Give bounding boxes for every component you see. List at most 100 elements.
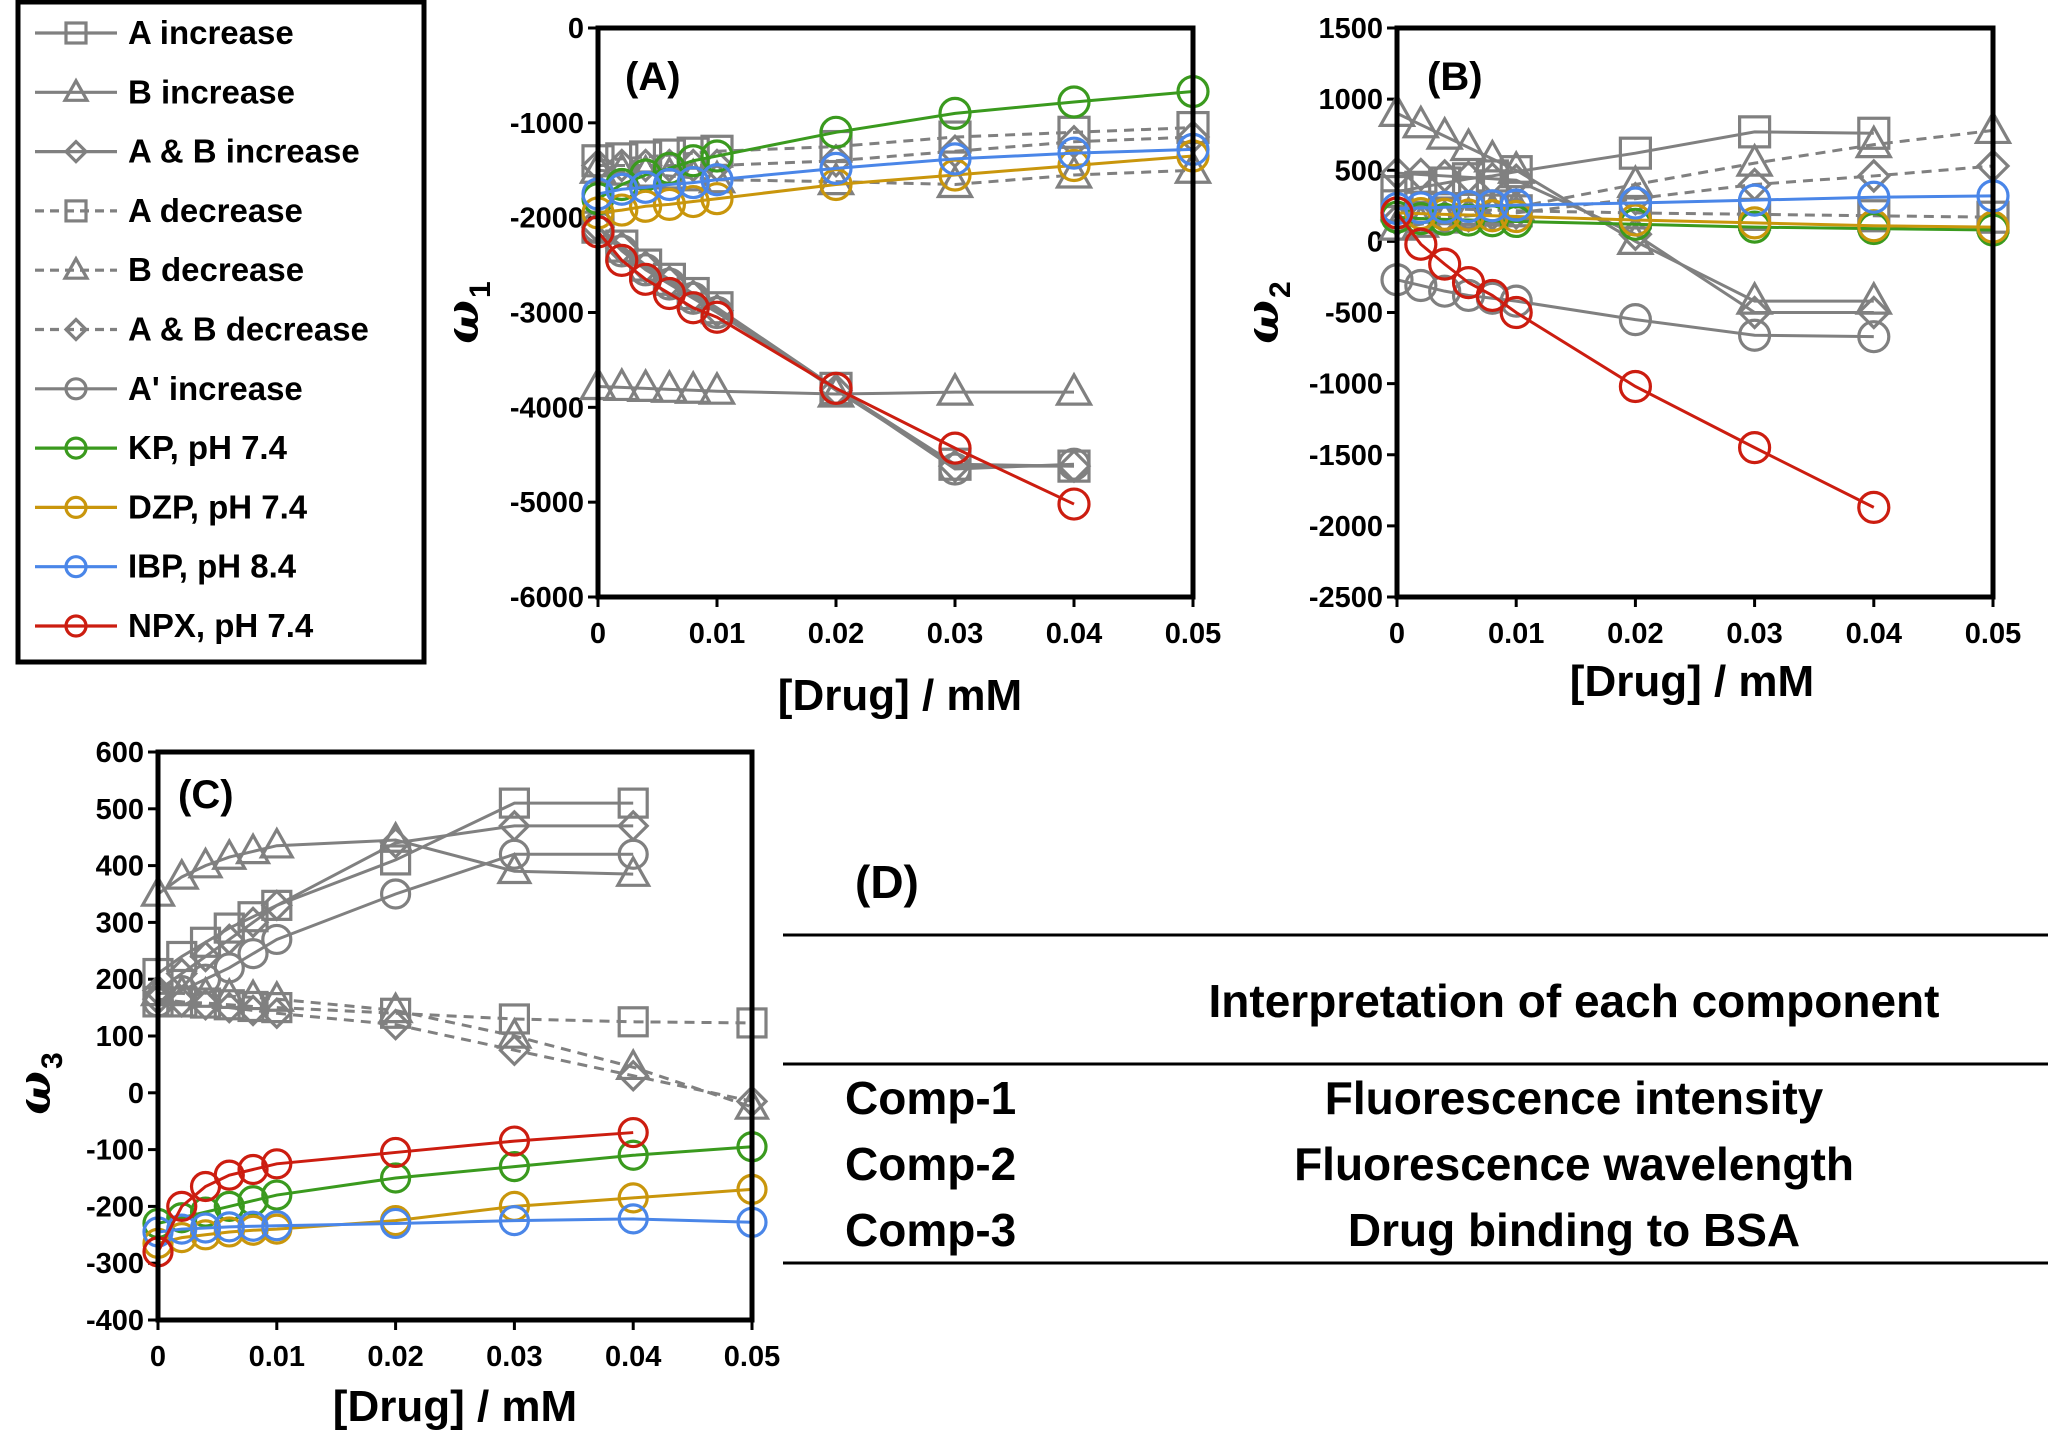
data-point: [1054, 154, 1094, 189]
series-line: [1395, 212, 1875, 509]
data-point: [380, 997, 412, 1029]
y-axis-subscript: 2: [1264, 281, 1297, 298]
panel-a: -6000 -5000 -4000 -3000 -2000 -1000 0 0 0.01 0.02…: [435, 13, 1221, 720]
legend-label: KP, pH 7.4: [128, 429, 288, 466]
series-line: [597, 384, 1074, 396]
series-line: [156, 1131, 634, 1253]
data-point: [617, 1203, 649, 1235]
data-point: [213, 1211, 245, 1243]
data-point: [615, 854, 652, 887]
legend-item: IBP, pH 8.4: [35, 548, 297, 585]
x-axis-title: [Drug] / mM: [1570, 657, 1814, 706]
data-point: [1737, 295, 1772, 330]
y-tick-label: 0: [128, 1078, 144, 1110]
x-tick-label: 0.02: [367, 1341, 423, 1373]
data-point: [700, 139, 734, 173]
legend-item: NPX, pH 7.4: [35, 607, 314, 644]
data-point: [166, 1213, 198, 1245]
data-point: [602, 366, 642, 402]
data-point: [498, 1125, 531, 1157]
data-point: [260, 889, 294, 922]
series-line: [1396, 111, 1874, 303]
legend-square-marker: [64, 199, 88, 223]
data-point: [1401, 104, 1441, 139]
legend-item: A & B decrease: [35, 311, 369, 348]
data-point: [676, 165, 710, 200]
y-tick-label: -1000: [1309, 369, 1383, 401]
legend-triangle-marker: [62, 77, 90, 102]
y-tick-label: 1500: [1318, 13, 1383, 45]
y-tick-label: -4000: [510, 392, 584, 424]
data-point: [234, 832, 272, 865]
y-axis-subscript: 1: [464, 281, 497, 298]
plot-frame: [595, 25, 1196, 600]
y-axis-symbol: ω: [1235, 300, 1289, 344]
table-label: (D): [855, 856, 919, 908]
data-point: [236, 906, 270, 939]
data-point: [234, 978, 272, 1011]
x-tick-label: 0.02: [1607, 618, 1663, 650]
y-axis-symbol: ω: [435, 300, 489, 344]
data-point: [261, 1179, 293, 1211]
data-point: [1451, 278, 1486, 313]
legend-square-marker: [64, 21, 88, 45]
legend-label: B increase: [128, 73, 295, 110]
data-point: [626, 367, 665, 402]
legend-item: A' increase: [35, 370, 303, 407]
data-point: [628, 170, 663, 204]
data-point: [617, 838, 649, 870]
y-tick-label: -200: [86, 1191, 144, 1223]
data-point: [379, 826, 412, 860]
series: [1380, 196, 1891, 524]
legend-label: NPX, pH 7.4: [128, 607, 314, 644]
y-tick-label: 100: [96, 1021, 144, 1053]
data-point: [163, 857, 200, 890]
data-point: [1618, 203, 1653, 237]
data-point: [1404, 227, 1438, 261]
y-tick-label: 0: [1367, 226, 1383, 258]
y-tick-label: 500: [96, 794, 144, 826]
series: [580, 209, 1092, 484]
legend-item: DZP, pH 7.4: [35, 488, 308, 525]
table-d: (D) Interpretation of each component Com…: [783, 856, 2048, 1265]
plot-frame: [1394, 25, 1996, 600]
series: [139, 820, 652, 907]
y-axis-symbol: ω: [7, 1071, 61, 1115]
data-point: [496, 1016, 533, 1049]
data-point: [700, 300, 734, 334]
data-point: [1475, 278, 1509, 313]
data-point: [498, 1033, 531, 1067]
x-tick-label: 0.03: [927, 618, 983, 650]
data-point: [187, 846, 224, 879]
data-point: [818, 373, 854, 408]
data-point: [616, 1059, 650, 1093]
legend-item: A decrease: [35, 192, 303, 229]
data-point: [652, 167, 687, 202]
legend-circle-marker: [64, 377, 88, 401]
y-tick-label: 0: [568, 13, 584, 45]
data-point: [1056, 448, 1092, 484]
data-point: [498, 1003, 530, 1035]
y-axis-title: ω3: [7, 1052, 69, 1115]
x-tick-label: 0.04: [1046, 618, 1102, 650]
table-row-component: Comp-1: [845, 1072, 1016, 1124]
series-line: [157, 997, 753, 1103]
y-axis-subscript: 3: [36, 1052, 69, 1069]
x-tick-label: 0.05: [724, 1341, 780, 1373]
data-point: [938, 431, 972, 465]
data-point: [1737, 183, 1772, 217]
data-point: [498, 787, 530, 819]
data-point: [189, 940, 222, 973]
data-point: [1496, 149, 1536, 184]
data-point: [1857, 199, 1891, 233]
data-point: [676, 184, 710, 219]
series-line: [157, 852, 634, 1004]
data-point: [1428, 190, 1462, 224]
x-tick-label: 0: [1389, 618, 1405, 650]
data-point: [1428, 197, 1462, 231]
data-point: [1618, 186, 1653, 220]
series: [581, 210, 1091, 486]
data-point: [380, 878, 412, 910]
data-point: [1057, 487, 1091, 521]
legend-circle-marker: [64, 614, 88, 638]
